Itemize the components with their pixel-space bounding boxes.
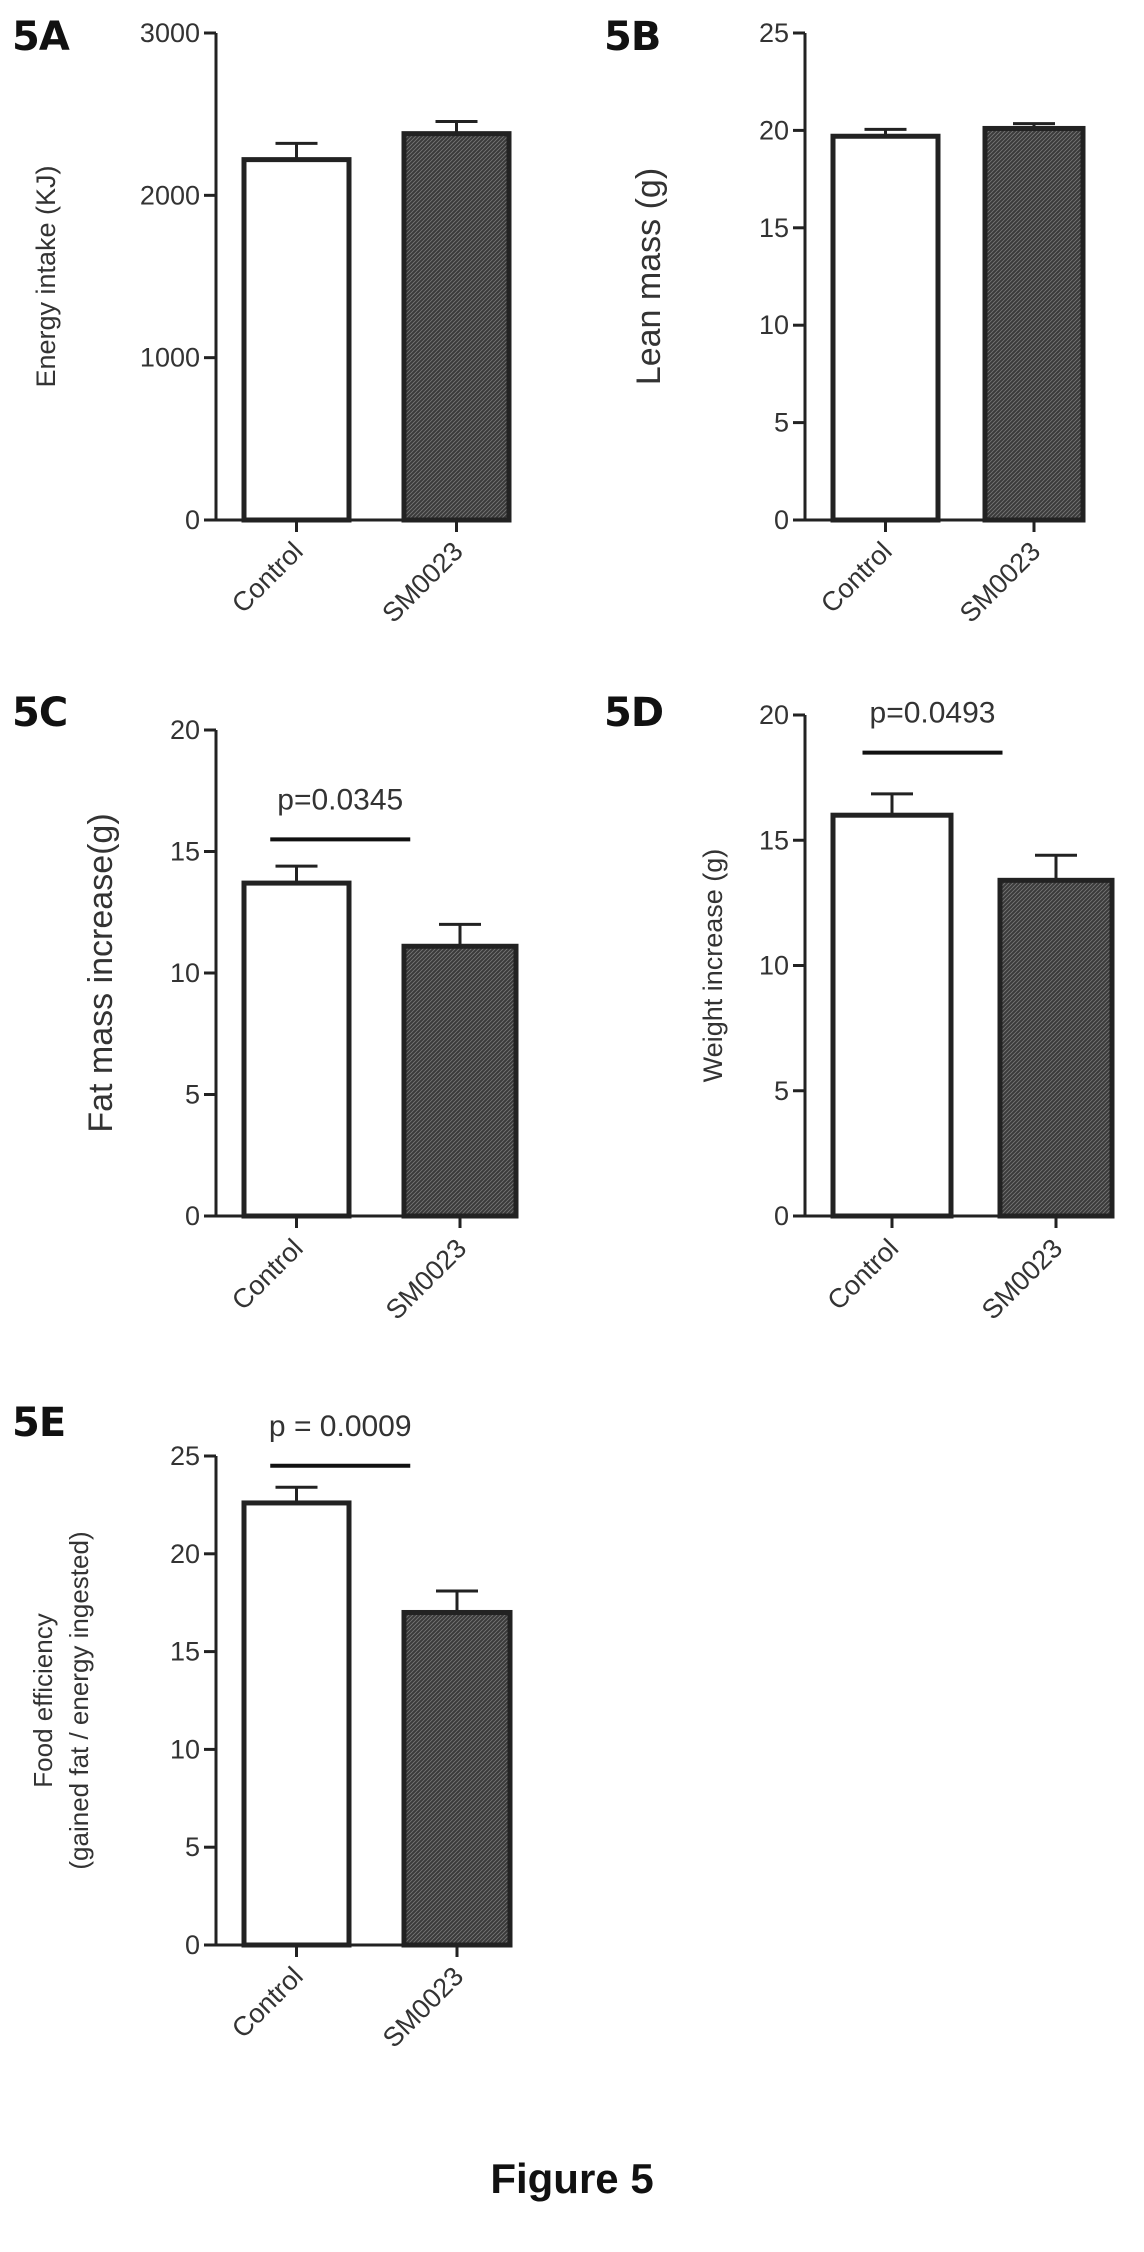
y-axis-label2-5e: (gained fat / energy ingested) [64, 1531, 94, 1869]
y-tick-label-5a-2: 2000 [140, 180, 200, 210]
bar-5a-control [241, 157, 352, 523]
y-tick-label-5e-5: 25 [170, 1441, 200, 1471]
y-tick-label-5b-3: 15 [759, 213, 789, 243]
y-tick-label-5d-3: 15 [759, 825, 789, 855]
y-tick-label-5c-0: 0 [185, 1201, 200, 1231]
y-tick-label-5b-4: 20 [759, 115, 789, 145]
y-axis-label-5a: Energy intake (KJ) [31, 165, 61, 387]
x-tick-label-5d-0: Control [821, 1233, 904, 1316]
y-tick-label-5d-0: 0 [774, 1201, 789, 1231]
y-tick-label-5b-2: 10 [759, 310, 789, 340]
bar-5c-sm0023 [401, 943, 519, 1219]
panel-label-5a: 5A [12, 14, 70, 60]
y-tick-label-5d-1: 5 [774, 1076, 789, 1106]
y-tick-label-5e-2: 10 [170, 1734, 200, 1764]
y-tick-label-5d-4: 20 [759, 700, 789, 730]
bar-5b-sm0023 [982, 125, 1086, 523]
y-tick-label-5e-4: 20 [170, 1539, 200, 1569]
figure-caption: Figure 5 [490, 2155, 654, 2202]
y-tick-label-5c-4: 20 [170, 715, 200, 745]
y-tick-label-5a-3: 3000 [140, 18, 200, 48]
bar-5d-sm0023 [997, 877, 1115, 1219]
bar-5e-control [241, 1500, 352, 1948]
y-tick-label-5e-3: 15 [170, 1637, 200, 1667]
bar-5b-control [830, 133, 941, 523]
y-tick-label-5a-1: 1000 [140, 343, 200, 373]
bar-5e-sm0023 [401, 1609, 513, 1948]
y-tick-label-5c-2: 10 [170, 958, 200, 988]
y-tick-label-5e-1: 5 [185, 1832, 200, 1862]
y-tick-label-5c-3: 15 [170, 837, 200, 867]
panel-label-5d: 5D [604, 690, 664, 736]
y-tick-label-5d-2: 10 [759, 951, 789, 981]
y-tick-label-5b-1: 5 [774, 408, 789, 438]
panel-label-5e: 5E [12, 1400, 66, 1446]
p-value-label-5c: p=0.0345 [277, 783, 403, 816]
x-tick-label-5a-0: Control [226, 536, 309, 619]
p-value-label-5d: p=0.0493 [870, 697, 996, 730]
panel-label-5b: 5B [604, 14, 661, 60]
bar-5a-sm0023 [401, 131, 512, 523]
y-tick-label-5b-0: 0 [774, 505, 789, 535]
y-tick-label-5a-0: 0 [185, 505, 200, 535]
y-axis-label-5d: Weight increase (g) [698, 849, 728, 1083]
x-tick-label-5c-0: Control [226, 1233, 309, 1316]
x-tick-label-5e-1: SM0023 [377, 1961, 469, 2053]
bar-5d-control [830, 812, 954, 1219]
y-tick-label-5b-5: 25 [759, 18, 789, 48]
y-axis-label-5c: Fat mass increase(g) [82, 813, 120, 1132]
y-axis-label-5e: Food efficiency [28, 1613, 58, 1787]
y-tick-label-5e-0: 0 [185, 1930, 200, 1960]
x-tick-label-5e-0: Control [226, 1961, 309, 2044]
x-tick-label-5c-1: SM0023 [380, 1233, 472, 1325]
y-tick-label-5c-1: 5 [185, 1080, 200, 1110]
y-axis-label-5b: Lean mass (g) [630, 168, 668, 385]
p-value-label-5e: p = 0.0009 [269, 1410, 412, 1443]
panel-label-5c: 5C [12, 690, 68, 736]
x-tick-label-5a-1: SM0023 [376, 536, 468, 628]
x-tick-label-5b-1: SM0023 [954, 536, 1046, 628]
bar-5c-control [241, 880, 352, 1219]
x-tick-label-5d-1: SM0023 [976, 1233, 1068, 1325]
x-tick-label-5b-0: Control [815, 536, 898, 619]
